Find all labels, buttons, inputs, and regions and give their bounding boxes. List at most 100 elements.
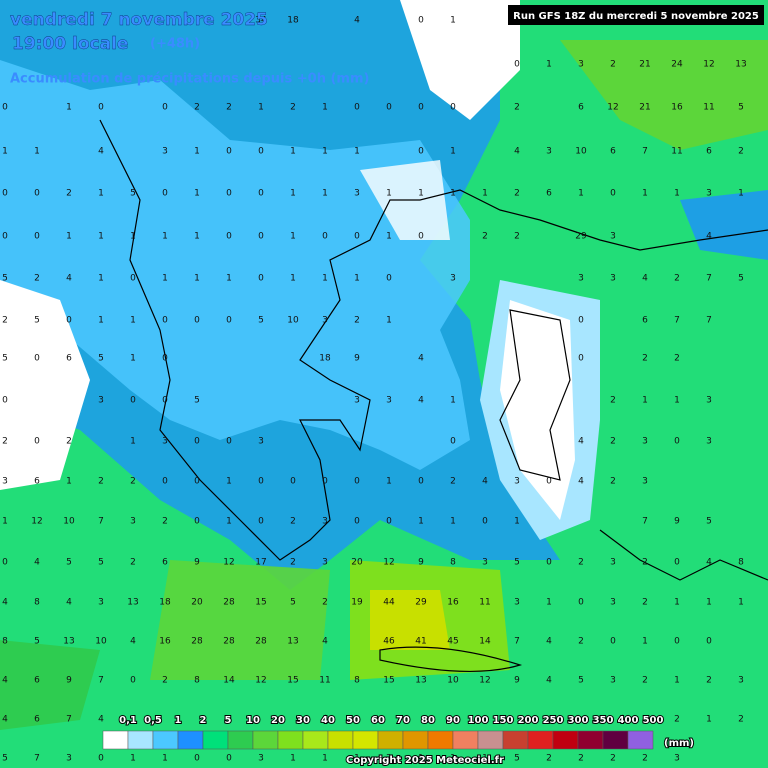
grid-value: 3 [354, 396, 360, 406]
date: vendredi 7 novembre 2025 [10, 10, 268, 30]
grid-value: 1 [194, 274, 200, 284]
grid-value: 0 [98, 103, 104, 113]
grid-value: 5 [130, 189, 136, 199]
grid-value: 3 [98, 396, 104, 406]
grid-value: 4 [482, 477, 488, 487]
legend-swatch [352, 730, 379, 750]
grid-value: 4 [514, 147, 520, 157]
grid-value: 2 [578, 754, 584, 764]
grid-value: 45 [447, 637, 458, 647]
grid-value: 2 [482, 232, 488, 242]
grid-value: 0 [66, 316, 72, 326]
grid-value: 6 [34, 477, 40, 487]
grid-value: 11 [319, 676, 330, 686]
grid-value: 4 [642, 274, 648, 284]
grid-value: 1 [290, 189, 296, 199]
grid-value: 1 [386, 477, 392, 487]
grid-value: 0 [226, 316, 232, 326]
grid-value: 1 [130, 354, 136, 364]
grid-value: 21 [639, 60, 650, 70]
grid-value: 15 [287, 676, 298, 686]
grid-value: 2 [290, 558, 296, 568]
grid-value: 0 [674, 437, 680, 447]
grid-value: 6 [162, 558, 168, 568]
grid-value: 13 [287, 637, 298, 647]
grid-value: 7 [98, 676, 104, 686]
legend-label: 40 [321, 715, 335, 726]
grid-value: 14 [479, 637, 491, 647]
grid-value: 1 [2, 517, 8, 527]
grid-value: 4 [66, 274, 72, 284]
grid-value: 7 [706, 316, 712, 326]
grid-value: 10 [63, 517, 75, 527]
grid-value: 2 [450, 477, 456, 487]
grid-value: 4 [546, 637, 552, 647]
grid-value: 4 [98, 715, 104, 725]
grid-value: 2 [34, 274, 40, 284]
grid-value: 1 [450, 517, 456, 527]
precip-field [0, 0, 768, 730]
grid-value: 8 [34, 598, 40, 608]
grid-value: 2 [514, 189, 520, 199]
grid-value: 2 [674, 715, 680, 725]
grid-value: 0 [258, 477, 264, 487]
subtitle: Accumulation de précipitations depuis +0… [10, 72, 369, 87]
grid-value: 3 [706, 437, 712, 447]
grid-value: 3 [610, 274, 616, 284]
legend-label: 30 [296, 715, 310, 726]
grid-value: 18 [287, 16, 299, 26]
grid-value: 5 [578, 676, 584, 686]
grid-value: 4 [34, 558, 40, 568]
grid-value: 7 [98, 517, 104, 527]
legend-label: 2 [200, 715, 207, 726]
legend-swatch [402, 730, 429, 750]
grid-value: 9 [194, 558, 200, 568]
grid-value: 1 [322, 274, 328, 284]
grid-value: 2 [674, 274, 680, 284]
grid-value: 15 [255, 598, 266, 608]
grid-value: 0 [354, 477, 360, 487]
grid-value: 1 [66, 477, 72, 487]
grid-value: 0 [34, 437, 40, 447]
grid-value: 6 [706, 147, 712, 157]
grid-value: 6 [34, 676, 40, 686]
grid-value: 1 [162, 754, 168, 764]
grid-value: 0 [418, 103, 424, 113]
legend-swatch [452, 730, 479, 750]
grid-value: 1 [706, 598, 712, 608]
grid-value: 14 [223, 676, 235, 686]
grid-value: 11 [703, 103, 714, 113]
grid-value: 1 [674, 189, 680, 199]
grid-value: 1 [450, 147, 456, 157]
grid-value: 2 [66, 189, 72, 199]
grid-value: 4 [706, 558, 712, 568]
grid-value: 0 [418, 147, 424, 157]
grid-value: 44 [383, 598, 395, 608]
grid-value: 4 [2, 715, 8, 725]
grid-value: 1 [418, 754, 424, 764]
grid-value: 28 [191, 637, 203, 647]
legend-label: 5 [225, 715, 232, 726]
grid-value: 3 [578, 60, 584, 70]
grid-value: 1 [386, 316, 392, 326]
grid-value: 29 [575, 232, 587, 242]
legend-swatch [327, 730, 354, 750]
grid-value: 2 [706, 676, 712, 686]
grid-value: 1 [290, 147, 296, 157]
grid-value: 3 [642, 477, 648, 487]
grid-value: 1 [290, 232, 296, 242]
legend-swatch [227, 730, 254, 750]
grid-value: 3 [514, 598, 520, 608]
grid-value: 28 [255, 637, 267, 647]
grid-value: 12 [223, 558, 234, 568]
grid-value: 1 [738, 189, 744, 199]
grid-value: 1 [418, 189, 424, 199]
grid-value: 1 [98, 274, 104, 284]
grid-value: 8 [194, 676, 200, 686]
grid-value: 3 [130, 517, 136, 527]
grid-value: 5 [2, 274, 8, 284]
grid-value: 9 [418, 558, 424, 568]
grid-value: 2 [578, 637, 584, 647]
grid-value: 3 [162, 147, 168, 157]
grid-value: 0 [2, 232, 8, 242]
